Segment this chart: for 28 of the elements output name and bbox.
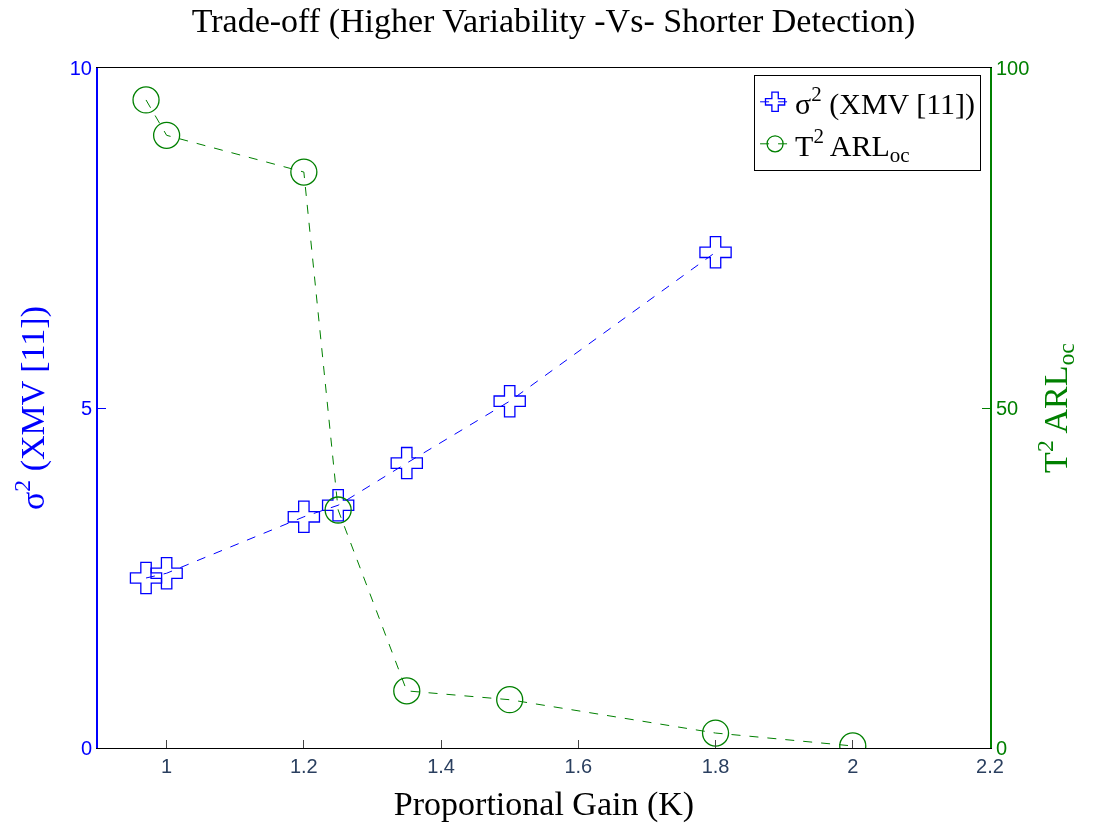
legend-label: σ$^{2}$ (XMV [11]) xyxy=(795,81,976,121)
point xyxy=(390,446,424,480)
x-axis-title: Proportional Gain (K) xyxy=(393,785,695,824)
point xyxy=(699,236,732,269)
point xyxy=(287,500,321,534)
y-tick-label: 0 xyxy=(80,737,92,759)
x-tick-label: 1 xyxy=(161,755,173,777)
point xyxy=(496,686,524,714)
point xyxy=(152,121,181,149)
x-tick-label: 1.6 xyxy=(564,755,593,777)
y2-tick-label: 100 xyxy=(996,57,1030,79)
y-tick-label: 5 xyxy=(80,397,92,419)
point xyxy=(150,556,183,590)
point xyxy=(493,384,526,418)
legend-label: T$^{2}$ ARL$_{oc}$ xyxy=(795,123,910,167)
point xyxy=(321,488,355,522)
point xyxy=(132,86,160,114)
x-tick-label: 2 xyxy=(847,755,859,777)
y2-tick-label: 50 xyxy=(996,397,1019,419)
y-tick-label: 10 xyxy=(69,57,92,79)
point xyxy=(701,719,730,747)
point xyxy=(290,158,318,186)
x-tick-label: 1.4 xyxy=(427,755,455,777)
chart-title: Trade-off (Higher Variability -Vs- Shorter Detection) xyxy=(191,2,916,41)
point xyxy=(129,561,163,595)
x-tick-label: 1.2 xyxy=(289,755,318,777)
point xyxy=(393,677,421,705)
x-tick-label: 1.8 xyxy=(701,755,730,777)
